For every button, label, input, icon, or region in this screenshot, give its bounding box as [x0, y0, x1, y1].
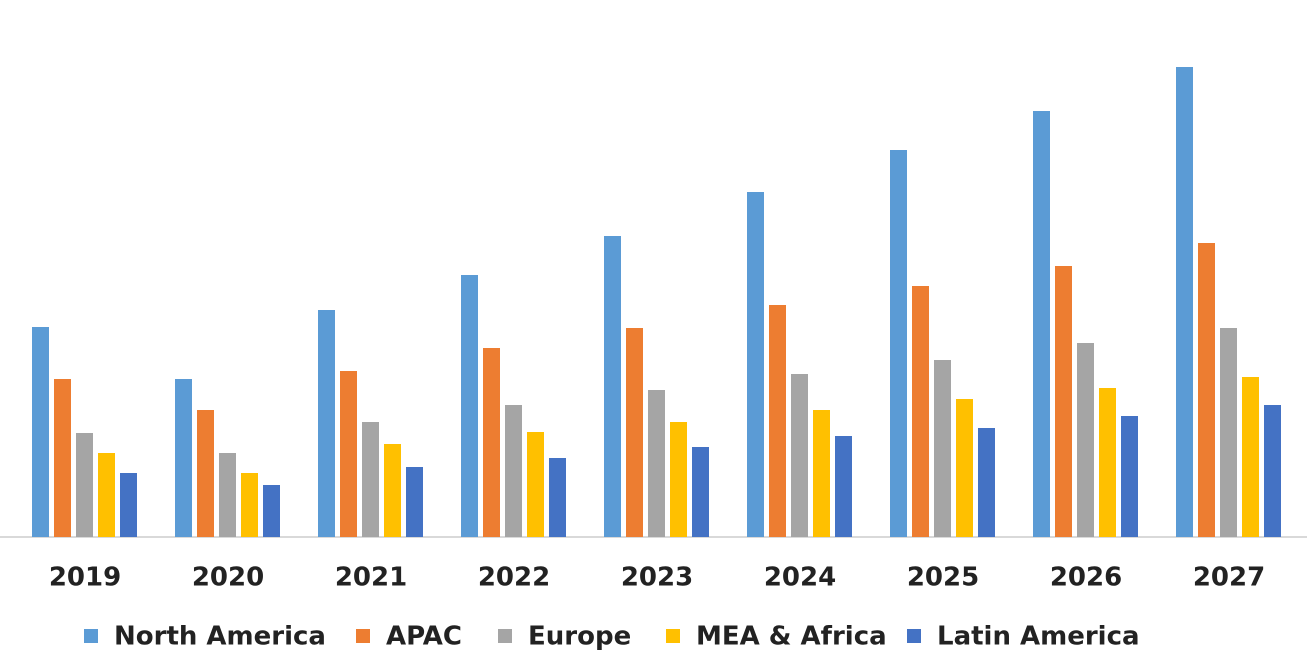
x-tick-label: 2023	[621, 563, 693, 593]
bar	[1176, 67, 1193, 537]
bar	[1198, 243, 1215, 537]
bar	[835, 436, 852, 537]
bar	[318, 310, 335, 537]
bar	[1055, 266, 1072, 537]
x-tick-label: 2027	[1193, 563, 1265, 593]
bar	[505, 405, 522, 537]
bar	[791, 374, 808, 537]
bar	[32, 327, 49, 537]
bar	[604, 236, 621, 537]
bar	[483, 348, 500, 537]
legend-label: APAC	[386, 622, 462, 652]
bar	[362, 422, 379, 537]
legend-swatch	[356, 629, 370, 643]
bar	[1242, 377, 1259, 537]
bar	[1099, 388, 1116, 537]
legend-label: MEA & Africa	[696, 622, 887, 652]
bar	[670, 422, 687, 537]
bar	[76, 433, 93, 537]
bar	[340, 371, 357, 537]
bar	[692, 447, 709, 537]
legend-swatch	[666, 629, 680, 643]
bar	[1033, 111, 1050, 537]
bar	[1220, 328, 1237, 537]
bar	[461, 275, 478, 537]
bar	[120, 473, 137, 537]
bar	[1121, 416, 1138, 537]
x-tick-label: 2026	[1050, 563, 1122, 593]
bar	[1077, 343, 1094, 537]
bar	[956, 399, 973, 537]
bar	[1264, 405, 1281, 537]
x-tick-label: 2021	[335, 563, 407, 593]
legend-swatch	[498, 629, 512, 643]
legend-swatch	[84, 629, 98, 643]
x-tick-label: 2025	[907, 563, 979, 593]
bar	[978, 428, 995, 537]
bar	[175, 379, 192, 537]
bar	[813, 410, 830, 537]
legend-label: Europe	[528, 622, 631, 652]
x-tick-label: 2024	[764, 563, 836, 593]
bar	[912, 286, 929, 537]
x-tick-label: 2019	[49, 563, 121, 593]
legend-label: Latin America	[937, 622, 1140, 652]
bar	[648, 390, 665, 537]
bar	[197, 410, 214, 537]
bar	[241, 473, 258, 537]
bar	[98, 453, 115, 537]
bar	[934, 360, 951, 537]
bar	[549, 458, 566, 537]
bar	[890, 150, 907, 537]
x-tick-label: 2022	[478, 563, 550, 593]
legend-swatch	[907, 629, 921, 643]
bar	[626, 328, 643, 537]
x-tick-label: 2020	[192, 563, 264, 593]
bar	[527, 432, 544, 537]
bar	[54, 379, 71, 537]
bar	[219, 453, 236, 537]
bar	[406, 467, 423, 537]
bar	[747, 192, 764, 537]
legend-label: North America	[114, 622, 326, 652]
bar	[769, 305, 786, 537]
bar	[384, 444, 401, 537]
bar	[263, 485, 280, 537]
